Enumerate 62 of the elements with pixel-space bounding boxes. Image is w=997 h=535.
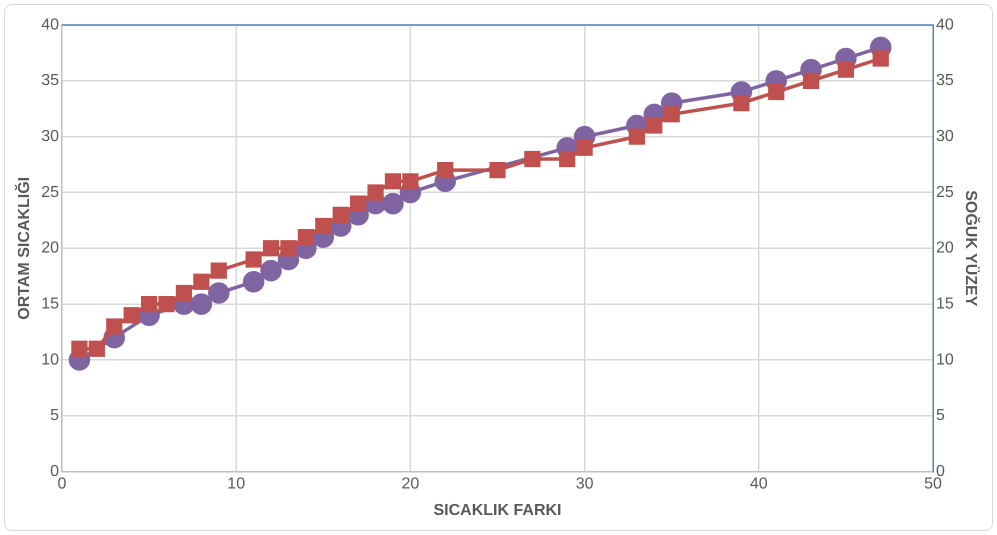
x-tick-label: 40: [750, 476, 768, 493]
y2-tick-label: 15: [936, 296, 954, 313]
y-tick-label: 25: [41, 184, 60, 201]
point: [71, 340, 88, 357]
point: [384, 173, 402, 190]
point: [208, 282, 230, 304]
point: [262, 240, 280, 256]
point: [402, 173, 419, 190]
y-tick-label: 15: [41, 296, 60, 313]
y2-tick-label: 25: [936, 184, 954, 201]
y2-tick-label: 10: [936, 351, 954, 368]
point: [628, 128, 645, 145]
point: [382, 192, 404, 214]
y-tick-label: 5: [50, 407, 60, 424]
y-axis-title: ORTAM SICAKLIĞI: [14, 176, 34, 320]
y-tick-label: 40: [41, 16, 60, 34]
point: [193, 274, 210, 290]
point: [242, 271, 264, 293]
y2-tick-label: 20: [936, 240, 954, 257]
point: [524, 150, 540, 168]
point: [176, 284, 192, 302]
point: [664, 106, 680, 122]
point: [437, 162, 454, 178]
y-tick-label: 0: [50, 463, 60, 480]
point: [733, 95, 750, 112]
point: [489, 162, 506, 178]
y2-tick-label: 35: [936, 72, 954, 90]
y-tick-label: 20: [41, 240, 60, 257]
point: [768, 84, 784, 100]
y2-tick-label: 5: [936, 407, 946, 424]
y2-axis-title: SOĞUK YÜZEY: [962, 190, 981, 307]
point: [367, 184, 384, 201]
x-tick-label: 10: [227, 476, 246, 493]
point: [802, 72, 820, 89]
x-tick-label: 50: [924, 476, 942, 493]
point: [350, 196, 366, 212]
point: [838, 62, 854, 78]
point: [332, 206, 349, 223]
point: [246, 251, 262, 268]
point: [190, 293, 212, 315]
x-tick-label: 20: [402, 476, 420, 493]
point: [210, 262, 227, 279]
point: [646, 117, 662, 134]
point: [315, 218, 332, 234]
point: [280, 240, 297, 256]
y2-tick-label: 30: [936, 128, 954, 146]
point: [88, 340, 105, 357]
y2-tick-label: 40: [936, 16, 954, 34]
point: [140, 296, 158, 312]
point: [559, 150, 576, 168]
point: [872, 50, 889, 67]
x-axis-title: SICAKLIK FARKI: [434, 502, 562, 519]
y-tick-label: 35: [41, 72, 60, 90]
y-tick-label: 30: [41, 128, 60, 146]
point: [260, 260, 282, 282]
point: [298, 229, 314, 246]
point: [106, 318, 122, 335]
point: [158, 296, 175, 312]
x-tick-label: 30: [576, 476, 594, 493]
point: [124, 307, 140, 324]
point: [576, 140, 593, 156]
y-tick-label: 10: [41, 351, 60, 368]
